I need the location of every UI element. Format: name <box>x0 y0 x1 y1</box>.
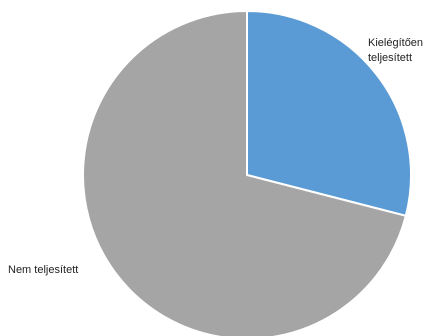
pie-slice-0 <box>246 10 413 217</box>
pie-slice-1 <box>82 10 407 336</box>
slice-label-nem-teljesitett: Nem teljesített <box>8 264 79 276</box>
slice-label-kielegitoen-teljesitett: Kielégítően teljesített <box>368 37 424 64</box>
